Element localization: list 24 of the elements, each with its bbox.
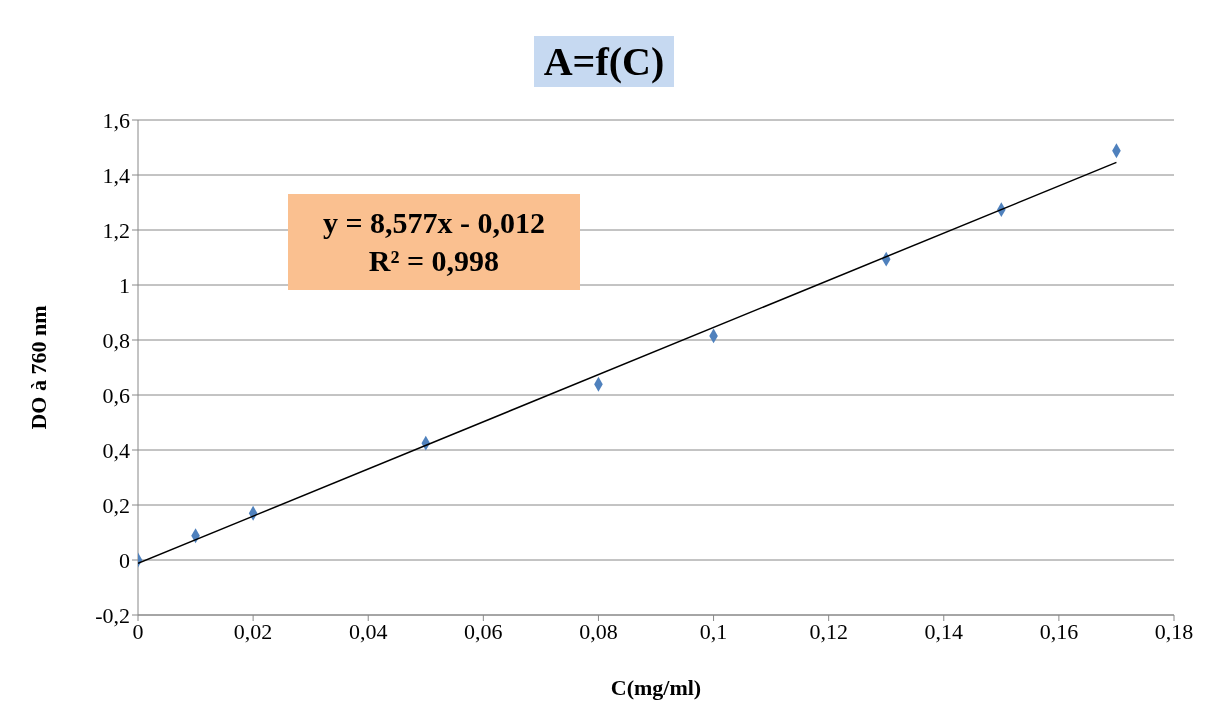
y-tick-label: 1,2 [102, 217, 130, 243]
annotation: R² = 0,998 [367, 243, 501, 279]
x-tick-label: 0,16 [1039, 618, 1079, 644]
x-tick-label: 0,04 [348, 618, 388, 644]
y-axis-title: DO à 760 nm [25, 305, 51, 430]
x-tick-label: 0,08 [579, 618, 618, 644]
x-tick-label: 0,18 [1154, 618, 1194, 644]
y-tick-label: 0,6 [102, 382, 130, 408]
annotation: y = 8,577x - 0,012 [321, 205, 547, 241]
y-tick-label: 1,4 [102, 162, 130, 188]
y-tick-label: 0,8 [102, 327, 130, 353]
x-axis-title: C(mg/ml) [610, 675, 702, 700]
y-tick-label: 0,4 [102, 437, 130, 463]
y-tick-label: 0 [119, 547, 130, 573]
x-tick-label: 0,02 [233, 618, 273, 644]
chart-title: A=f(C) [533, 36, 675, 87]
x-tick-label: 0,12 [809, 618, 848, 644]
x-tick-label: 0,14 [924, 618, 964, 644]
y-tick-label: 1 [119, 272, 130, 298]
x-tick-label: 0,1 [699, 618, 728, 644]
x-tick-label: 0,06 [464, 618, 503, 644]
y-tick-label: 0,2 [102, 492, 130, 518]
y-tick-label: -0,2 [95, 602, 130, 628]
y-tick-label: 1,6 [102, 107, 130, 133]
